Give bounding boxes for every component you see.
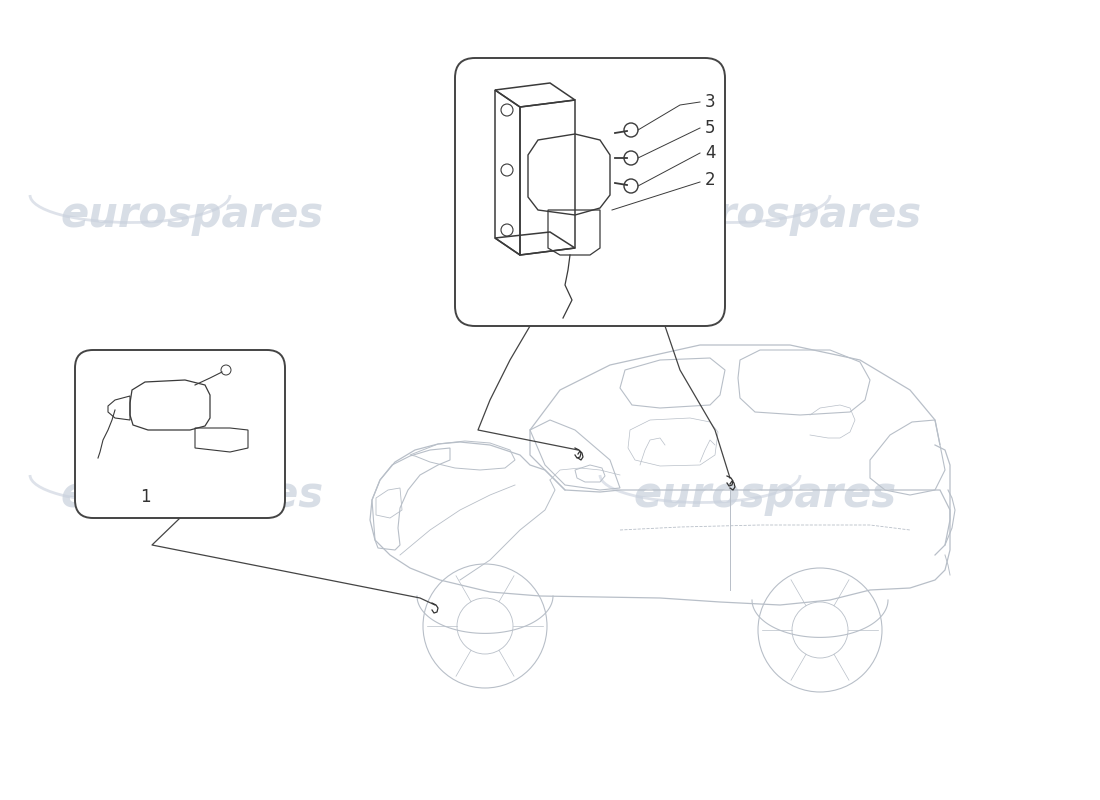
- Text: eurospares: eurospares: [634, 474, 896, 516]
- Text: eurospares: eurospares: [659, 194, 922, 236]
- Text: 1: 1: [140, 488, 151, 506]
- Text: 3: 3: [705, 93, 716, 111]
- Text: 4: 4: [705, 144, 715, 162]
- Text: 5: 5: [705, 119, 715, 137]
- FancyBboxPatch shape: [455, 58, 725, 326]
- Text: eurospares: eurospares: [60, 194, 323, 236]
- Text: 2: 2: [705, 171, 716, 189]
- Text: eurospares: eurospares: [60, 474, 323, 516]
- FancyBboxPatch shape: [75, 350, 285, 518]
